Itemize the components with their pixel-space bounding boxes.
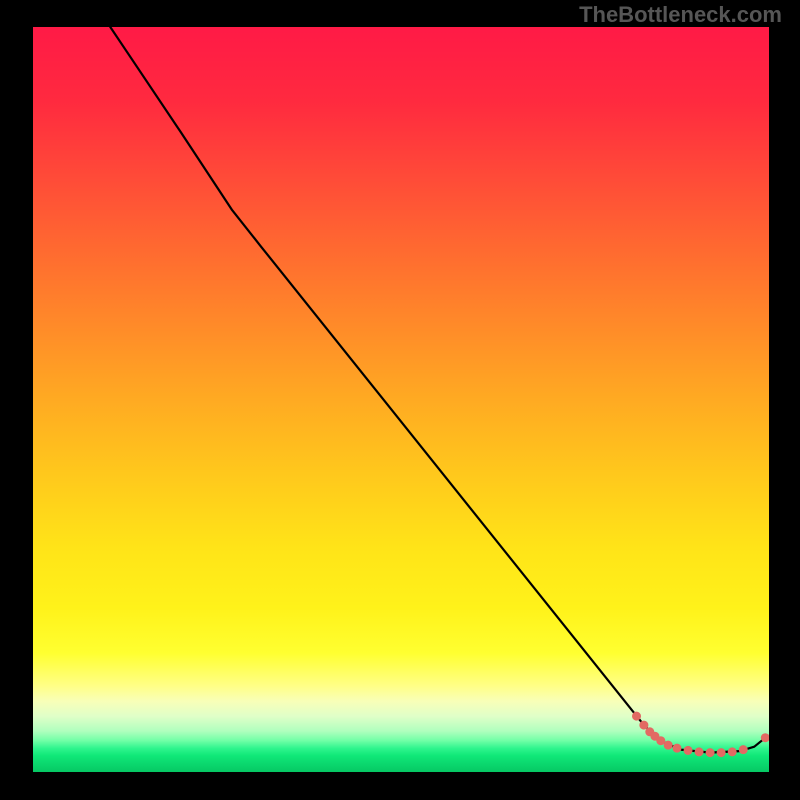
data-marker [673,744,682,753]
watermark-text: TheBottleneck.com [579,2,782,28]
data-marker [706,748,715,757]
chart-frame: TheBottleneck.com [0,0,800,800]
data-marker [695,747,704,756]
data-marker [728,747,737,756]
data-marker [664,741,673,750]
data-marker [717,748,726,757]
data-marker [739,745,748,754]
plot-area [33,27,769,772]
data-marker [684,746,693,755]
plot-svg [33,27,769,772]
gradient-background [33,27,769,772]
data-marker [632,712,641,721]
